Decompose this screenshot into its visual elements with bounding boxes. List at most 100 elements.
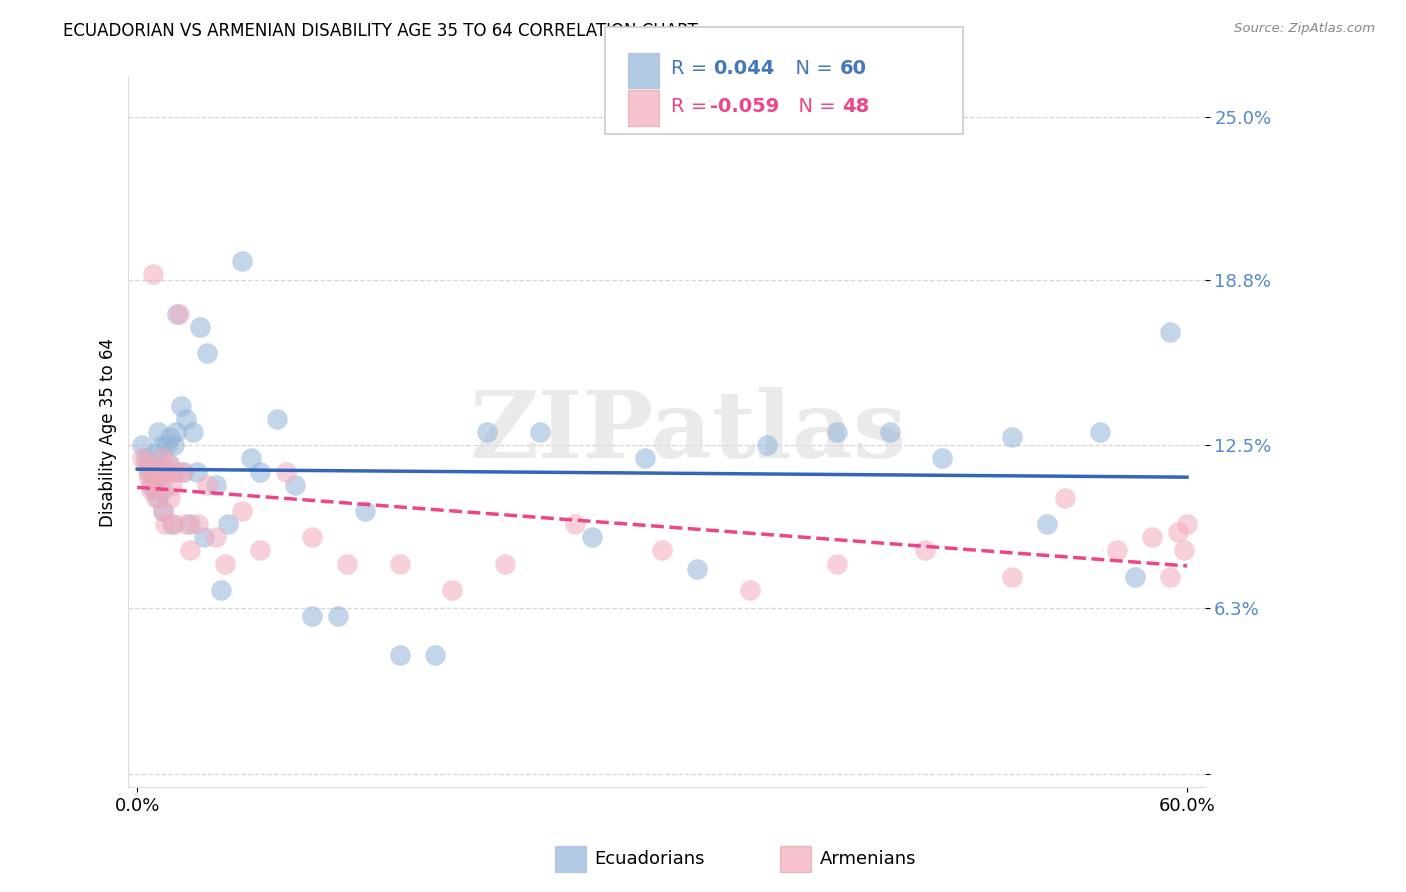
Point (423, 648, 446, 663)
Point (205, 477, 228, 491)
Point (172, 465, 194, 479)
Point (145, 465, 167, 479)
Text: R =: R = (671, 96, 713, 116)
Text: 0.044: 0.044 (713, 60, 775, 78)
Point (217, 517, 239, 532)
Point (135, 457, 157, 471)
Text: 60: 60 (839, 60, 866, 78)
Point (159, 430, 181, 444)
Point (931, 451, 953, 466)
Point (149, 465, 172, 479)
Point (239, 451, 262, 466)
Point (143, 465, 166, 479)
Point (179, 543, 201, 558)
Point (163, 517, 186, 532)
Point (1159, 326, 1181, 340)
Text: 48: 48 (842, 96, 869, 116)
Y-axis label: Disability Age 35 to 64: Disability Age 35 to 64 (100, 338, 117, 526)
Point (756, 438, 779, 452)
Point (249, 465, 271, 479)
Point (1001, 430, 1024, 444)
Point (284, 477, 307, 491)
Point (174, 517, 197, 532)
Point (1053, 491, 1076, 505)
Point (160, 517, 183, 532)
Point (914, 543, 936, 558)
Point (188, 320, 211, 334)
Text: -0.059: -0.059 (710, 96, 779, 116)
Point (141, 477, 163, 491)
Point (135, 451, 157, 466)
Point (179, 517, 201, 532)
Point (529, 425, 551, 439)
Point (156, 465, 179, 479)
Point (170, 399, 193, 413)
Point (165, 425, 187, 439)
Point (166, 307, 188, 321)
Point (181, 425, 204, 439)
Point (152, 483, 174, 497)
Point (160, 477, 183, 491)
Point (155, 465, 177, 479)
Point (1175, 517, 1198, 532)
Point (266, 412, 288, 426)
Text: Armenians: Armenians (820, 850, 917, 868)
Point (1140, 530, 1163, 544)
Point (150, 438, 173, 452)
Point (205, 530, 228, 544)
Text: N =: N = (786, 96, 842, 116)
Point (159, 491, 181, 505)
Point (633, 451, 655, 466)
Point (152, 504, 174, 518)
Point (231, 254, 253, 268)
Point (879, 425, 901, 439)
Point (195, 477, 218, 491)
Point (148, 425, 170, 439)
Point (148, 477, 170, 491)
Point (214, 557, 236, 571)
Point (193, 530, 215, 544)
Point (1167, 524, 1189, 539)
Point (475, 425, 498, 439)
Point (163, 438, 186, 452)
Point (160, 465, 183, 479)
Point (651, 543, 673, 558)
Point (195, 346, 218, 360)
Point (142, 268, 165, 282)
Point (138, 472, 160, 486)
Point (157, 457, 180, 471)
Point (249, 543, 271, 558)
Point (1123, 569, 1146, 583)
Point (1036, 517, 1059, 532)
Point (157, 457, 180, 471)
Point (150, 451, 173, 466)
Point (328, 609, 350, 624)
Point (494, 557, 516, 571)
Point (187, 517, 209, 532)
Point (149, 457, 172, 471)
Point (131, 451, 153, 466)
Point (686, 562, 709, 576)
Point (155, 517, 177, 532)
Point (136, 457, 159, 471)
Point (142, 472, 165, 486)
Point (167, 307, 190, 321)
Point (1105, 543, 1128, 558)
Point (148, 491, 170, 505)
Point (274, 465, 297, 479)
Point (301, 530, 323, 544)
Text: Source: ZipAtlas.com: Source: ZipAtlas.com (1234, 22, 1375, 36)
Point (174, 412, 197, 426)
Text: Ecuadorians: Ecuadorians (595, 850, 706, 868)
Point (336, 557, 359, 571)
Point (353, 504, 375, 518)
Point (1001, 569, 1024, 583)
Point (825, 425, 848, 439)
Text: R =: R = (671, 60, 713, 78)
Point (825, 557, 848, 571)
Point (156, 438, 179, 452)
Point (136, 465, 159, 479)
Point (1159, 569, 1181, 583)
Point (186, 465, 208, 479)
Point (131, 438, 153, 452)
